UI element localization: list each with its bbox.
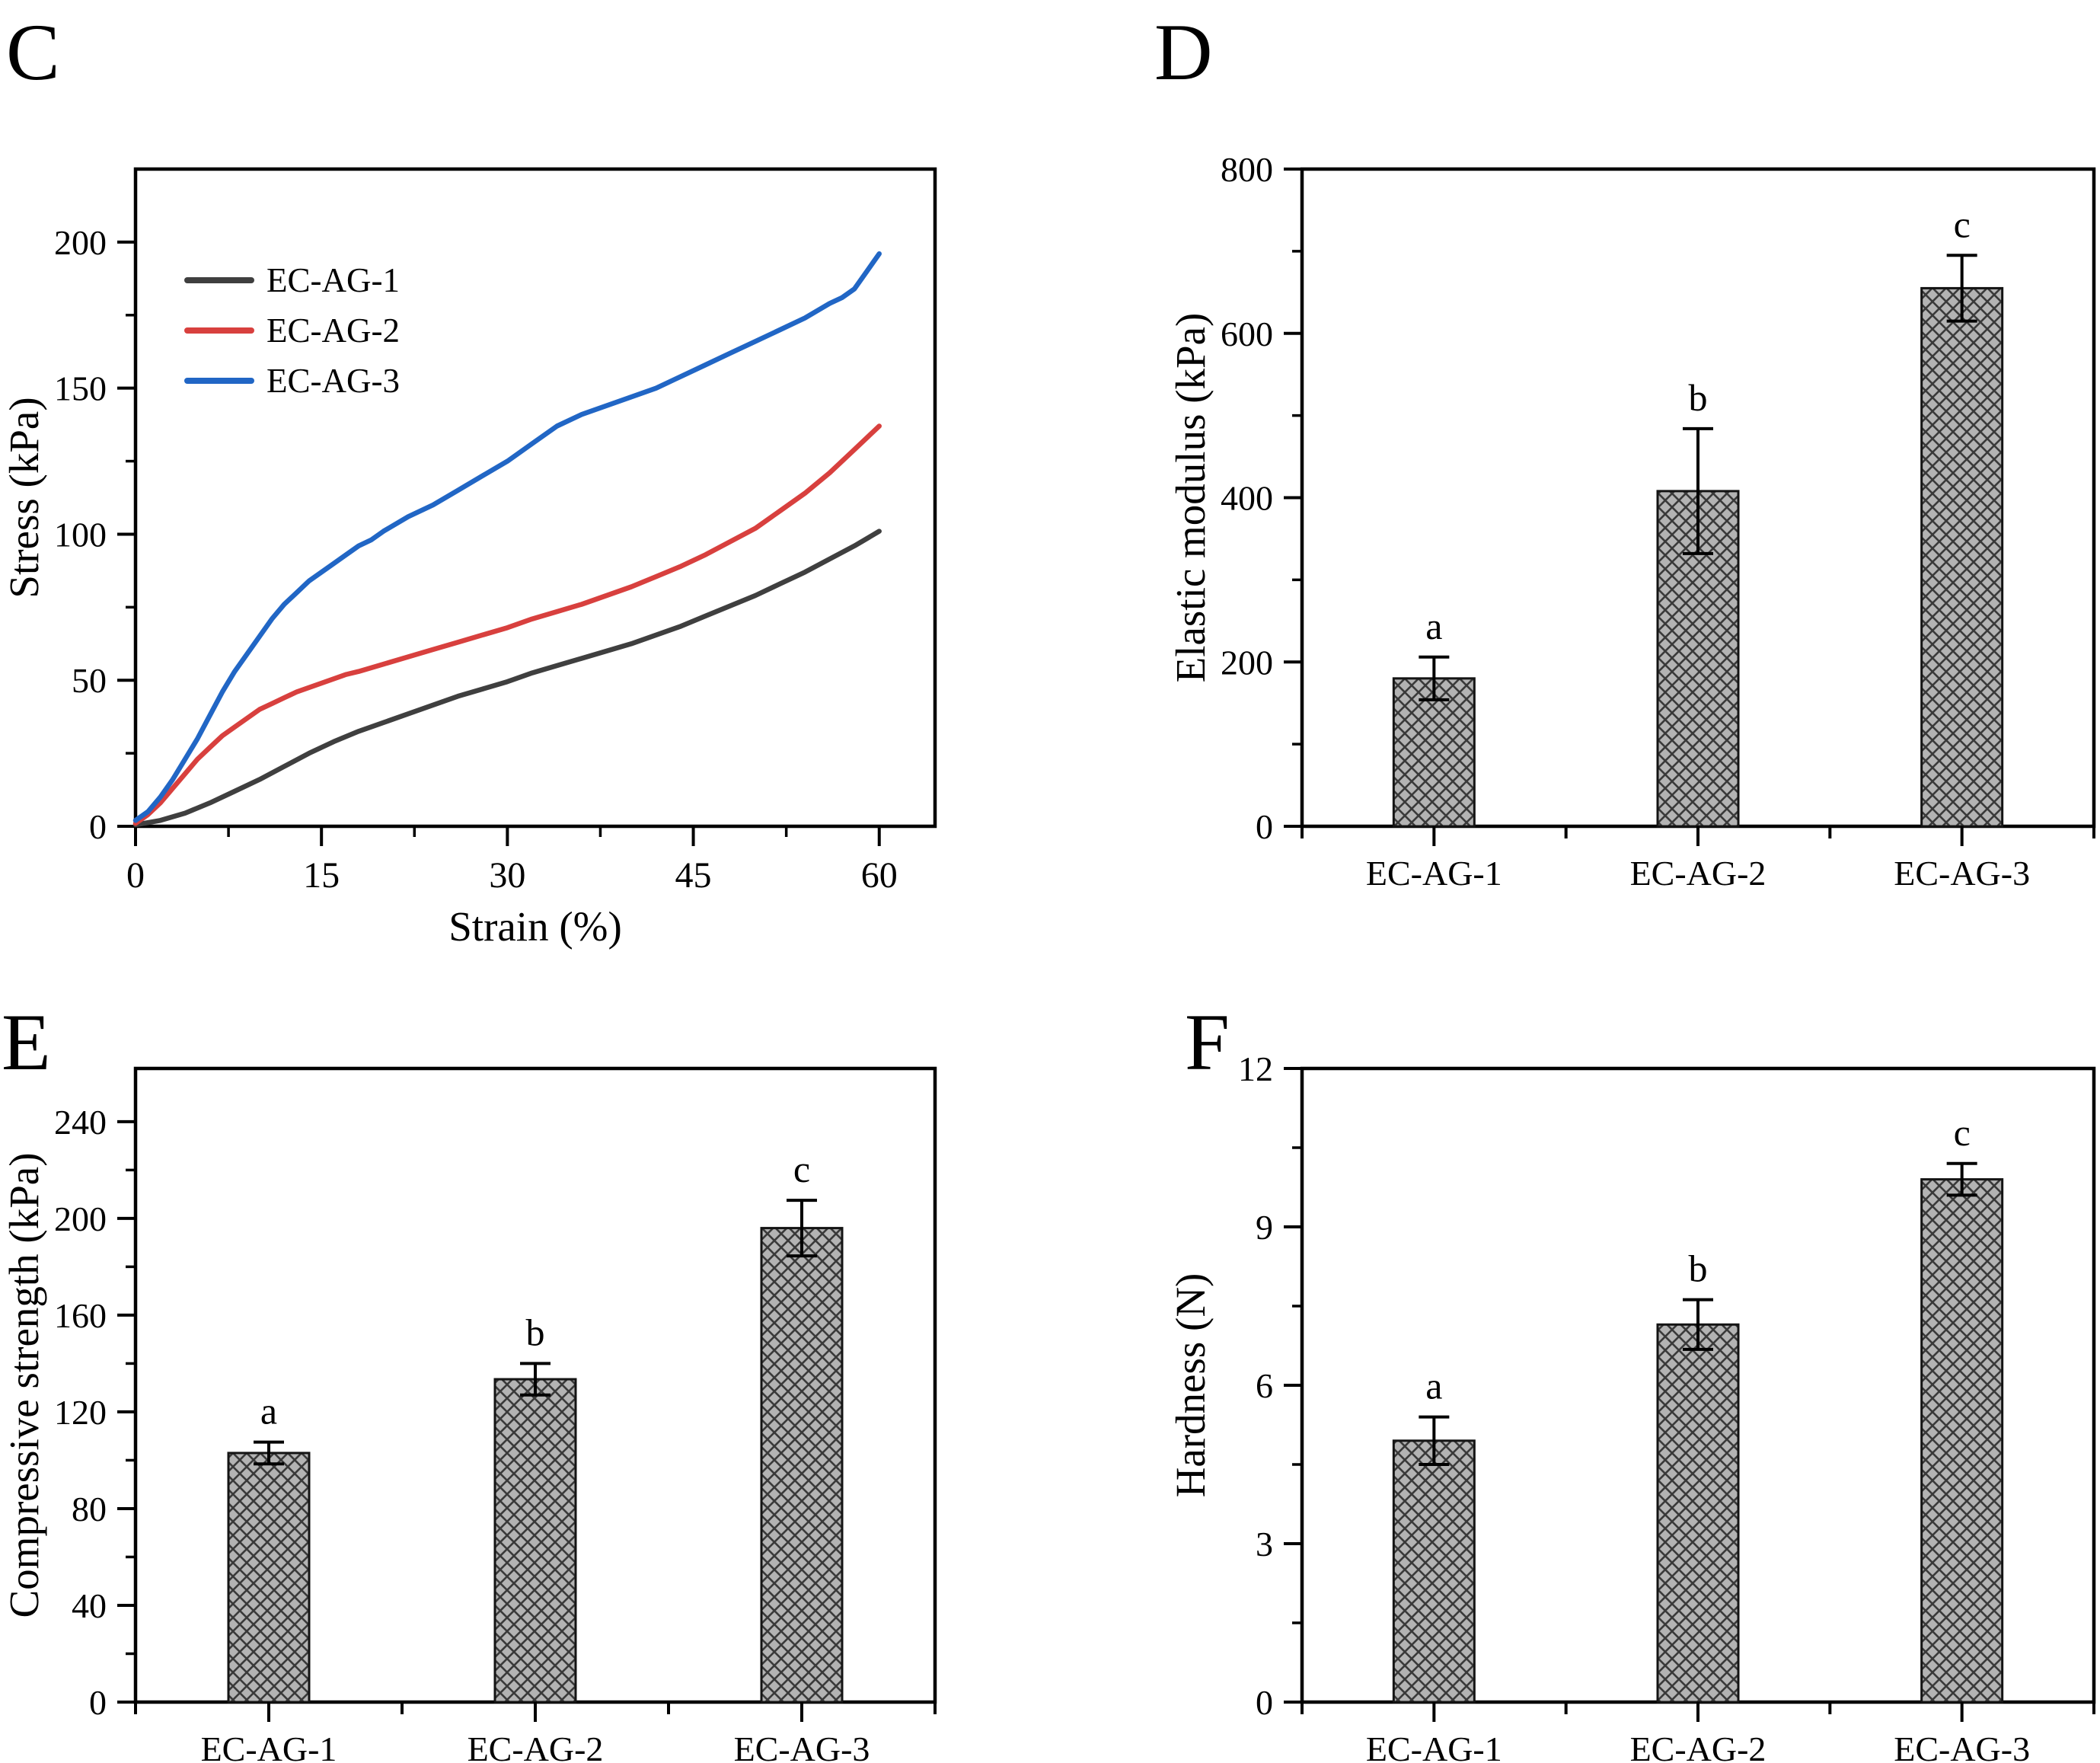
y-tick-label: 400 — [1221, 479, 1273, 518]
y-tick-label: 800 — [1221, 150, 1273, 189]
y-tick-label: 0 — [89, 807, 107, 846]
bar-ec-ag-3 — [760, 1227, 844, 1704]
significance-letter: c — [1954, 203, 1971, 245]
category-label: EC-AG-1 — [201, 1729, 337, 1763]
plot-border — [133, 167, 937, 829]
category-label: EC-AG-2 — [1630, 1729, 1766, 1763]
y-tick-label: 3 — [1256, 1525, 1273, 1563]
panel-D-bar-chart: 0 200 400 600 800 Elastic modulus (kPa) a EC-AG… — [1167, 150, 2096, 893]
bar-ec-ag-1 — [1392, 677, 1476, 828]
significance-letter: a — [1425, 1365, 1442, 1407]
error-bar-ec-ag-1 — [254, 1440, 284, 1466]
panel-F-bar-chart: 0 3 6 9 12 Hardness (N) a EC-AG-1 b EC-AG-2 c EC-AG… — [1167, 1049, 2096, 1763]
bar-ec-ag-3 — [1920, 1178, 2004, 1704]
category-label: EC-AG-3 — [734, 1729, 870, 1763]
y-axis-title: Compressive strength (kPa) — [1, 1152, 47, 1618]
legend-label: EC-AG-2 — [266, 311, 400, 350]
x-axis-title: Strain (%) — [448, 903, 622, 950]
x-tick-label: 60 — [861, 855, 898, 896]
error-bar-ec-ag-3 — [1946, 254, 1977, 323]
significance-letter: a — [260, 1390, 277, 1432]
y-tick-label: 12 — [1238, 1049, 1273, 1088]
bar-ec-ag-2 — [493, 1378, 577, 1704]
bar-ec-ag-1 — [1392, 1439, 1476, 1704]
bar-ec-ag-2 — [1656, 1323, 1740, 1704]
panel-letter-e: E — [2, 998, 51, 1087]
y-tick-label: 240 — [54, 1103, 107, 1142]
significance-letter: b — [1689, 1247, 1708, 1290]
panel-letter-d: D — [1154, 8, 1213, 97]
y-tick-label: 40 — [72, 1586, 107, 1625]
y-tick-label: 0 — [1256, 807, 1273, 846]
category-label: EC-AG-1 — [1366, 854, 1502, 893]
error-bar-ec-ag-3 — [1946, 1161, 1977, 1197]
y-tick-label: 150 — [54, 369, 107, 408]
legend: EC-AG-1 EC-AG-2 EC-AG-3 — [184, 261, 400, 400]
y-tick-label: 9 — [1256, 1208, 1273, 1247]
y-tick-label: 120 — [54, 1393, 107, 1432]
y-tick-label: 80 — [72, 1490, 107, 1528]
bar-ec-ag-1 — [227, 1452, 311, 1704]
y-tick-label: 600 — [1221, 315, 1273, 353]
y-axis-title: Stress (kPa) — [1, 397, 47, 598]
y-tick-label: 6 — [1256, 1366, 1273, 1405]
bar-ec-ag-3 — [1920, 286, 2004, 828]
panel-letter-f: F — [1185, 998, 1230, 1087]
legend-label: EC-AG-3 — [266, 362, 400, 400]
panel-letter-c: C — [6, 8, 60, 97]
significance-letter: c — [793, 1148, 810, 1190]
y-tick-label: 50 — [72, 661, 107, 700]
x-tick-label: 15 — [303, 855, 340, 896]
error-bar-ec-ag-2 — [1683, 426, 1713, 555]
category-label: EC-AG-2 — [468, 1729, 604, 1763]
x-tick-label: 0 — [126, 855, 145, 896]
category-label: EC-AG-1 — [1366, 1729, 1502, 1763]
series-ec-ag-3 — [132, 251, 882, 823]
error-bar-ec-ag-2 — [520, 1362, 551, 1397]
category-label: EC-AG-3 — [1894, 854, 2030, 893]
y-tick-label: 160 — [54, 1296, 107, 1335]
y-tick-label: 200 — [1221, 643, 1273, 682]
y-tick-label: 100 — [54, 515, 107, 554]
x-tick-label: 30 — [489, 855, 525, 896]
y-tick-label: 200 — [54, 1199, 107, 1238]
y-tick-label: 0 — [1256, 1683, 1273, 1722]
error-bar-ec-ag-2 — [1683, 1298, 1713, 1351]
category-label: EC-AG-2 — [1630, 854, 1766, 893]
category-label: EC-AG-3 — [1894, 1729, 2030, 1763]
significance-letter: a — [1425, 605, 1442, 647]
significance-letter: b — [526, 1311, 545, 1353]
x-tick-label: 45 — [675, 855, 712, 896]
y-axis-title: Hardness (N) — [1167, 1273, 1214, 1498]
series-ec-ag-1 — [132, 529, 882, 828]
error-bar-ec-ag-1 — [1419, 1415, 1450, 1466]
y-axis-title: Elastic modulus (kPa) — [1167, 313, 1214, 683]
legend-label: EC-AG-1 — [266, 261, 400, 299]
error-bar-ec-ag-1 — [1419, 655, 1450, 701]
y-tick-label: 200 — [54, 223, 107, 262]
panel-C-line-chart: 0 50 100 150 200 Stress (kPa) 0 15 30 45 60 Strain … — [1, 167, 937, 950]
significance-letter: b — [1689, 376, 1708, 419]
error-bar-ec-ag-3 — [787, 1199, 817, 1258]
series-ec-ag-2 — [132, 423, 882, 826]
y-tick-label: 0 — [89, 1683, 107, 1722]
significance-letter: c — [1954, 1111, 1971, 1154]
